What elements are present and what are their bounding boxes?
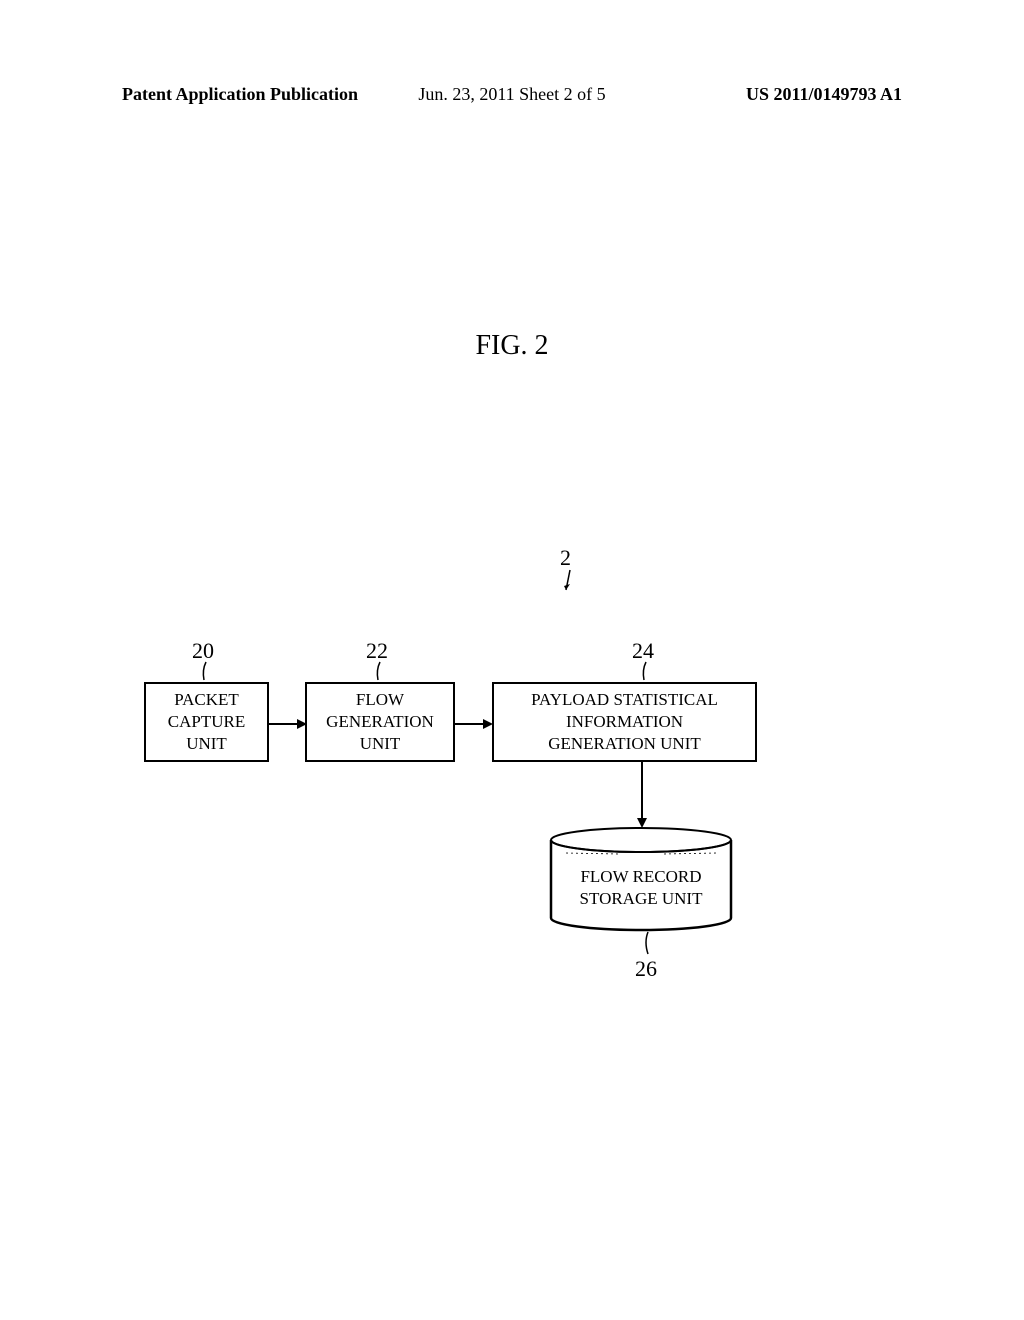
cylinder-label: FLOW RECORD STORAGE UNIT: [566, 866, 716, 910]
ref-26-leader-icon: [640, 930, 660, 958]
payload-statistical-info-box: PAYLOAD STATISTICAL INFORMATION GENERATI…: [492, 682, 757, 762]
ref-20-leader-icon: [196, 660, 216, 684]
ref-2-arrow-icon: [564, 568, 584, 598]
flow-generation-unit-box: FLOW GENERATION UNIT: [305, 682, 455, 762]
header-center: Jun. 23, 2011 Sheet 2 of 5: [418, 84, 605, 105]
box1-label: PACKET CAPTURE UNIT: [168, 689, 245, 755]
header-right: US 2011/0149793 A1: [746, 84, 902, 105]
packet-capture-unit-box: PACKET CAPTURE UNIT: [144, 682, 269, 762]
ref-24-leader-icon: [636, 660, 656, 684]
arrow-2-icon: [455, 718, 495, 730]
header-left: Patent Application Publication: [122, 84, 358, 105]
arrow-down-icon: [636, 762, 648, 830]
box2-label: FLOW GENERATION UNIT: [326, 689, 434, 755]
figure-title: FIG. 2: [475, 330, 548, 362]
arrow-1-icon: [269, 718, 309, 730]
reference-numeral-26: 26: [635, 956, 657, 982]
ref-22-leader-icon: [370, 660, 390, 684]
box3-label: PAYLOAD STATISTICAL INFORMATION GENERATI…: [531, 689, 718, 755]
